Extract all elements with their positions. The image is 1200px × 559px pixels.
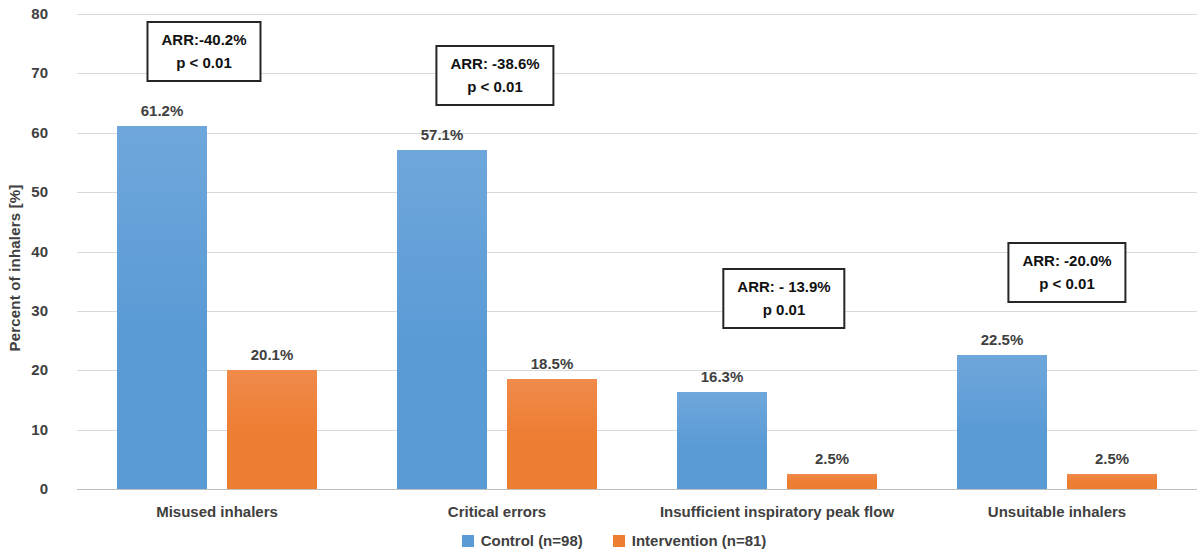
annotation-arr-text: ARR: - 13.9% xyxy=(737,275,830,298)
annotation-p-value-text: p 0.01 xyxy=(737,298,830,321)
bar-slot: 20.1% xyxy=(227,14,317,489)
y-tick-label: 30 xyxy=(4,301,48,321)
bar-intervention xyxy=(787,474,877,489)
y-tick-label: 70 xyxy=(4,63,48,83)
bar-value-label: 20.1% xyxy=(207,346,337,363)
y-tick-label: 0 xyxy=(4,479,48,499)
bar-control xyxy=(397,150,487,489)
bar-group: 61.2%20.1% xyxy=(77,14,357,489)
legend: Control (n=98) Intervention (n=81) xyxy=(14,532,1200,549)
category-label: Misused inhalers xyxy=(77,502,357,522)
bar-value-label: 61.2% xyxy=(97,102,227,119)
bar-value-label: 2.5% xyxy=(1047,450,1177,467)
annotation-arr-text: ARR: -38.6% xyxy=(450,52,539,75)
y-tick-label: 40 xyxy=(4,242,48,262)
bar-intervention xyxy=(1067,474,1157,489)
bar-control xyxy=(957,355,1047,489)
category-label: Critical errors xyxy=(357,502,637,522)
bar-value-label: 16.3% xyxy=(657,368,787,385)
annotation-p-value-text: p < 0.01 xyxy=(161,51,246,74)
y-tick-label: 20 xyxy=(4,360,48,380)
y-tick-label: 50 xyxy=(4,182,48,202)
y-tick-label: 10 xyxy=(4,420,48,440)
bar-value-label: 18.5% xyxy=(487,355,617,372)
legend-item: Intervention (n=81) xyxy=(613,532,767,549)
bar-control xyxy=(677,392,767,489)
bar-group: 16.3%2.5% xyxy=(637,14,917,489)
bar-slot: 2.5% xyxy=(787,14,877,489)
bar-intervention xyxy=(227,370,317,489)
bar-control xyxy=(117,126,207,489)
annotation-arr-text: ARR: -20.0% xyxy=(1022,249,1111,272)
legend-item: Control (n=98) xyxy=(462,532,583,549)
legend-label: Intervention (n=81) xyxy=(632,532,767,549)
category-label: Insufficient inspiratory peak flow xyxy=(637,502,917,522)
legend-label: Control (n=98) xyxy=(481,532,583,549)
bar-chart: Percent of inhalers [%] 61.2%20.1%57.1%1… xyxy=(0,0,1200,559)
bar-slot: 16.3% xyxy=(677,14,767,489)
annotation-box: ARR: -38.6%p < 0.01 xyxy=(435,45,554,106)
category-label: Unsuitable inhalers xyxy=(917,502,1197,522)
bar-slot: 61.2% xyxy=(117,14,207,489)
legend-swatch xyxy=(613,535,625,547)
annotation-p-value-text: p < 0.01 xyxy=(1022,272,1111,295)
bar-value-label: 2.5% xyxy=(767,450,897,467)
bar-value-label: 57.1% xyxy=(377,126,507,143)
bar-intervention xyxy=(507,379,597,489)
y-axis-title: Percent of inhalers [%] xyxy=(6,184,23,351)
y-tick-label: 80 xyxy=(4,4,48,24)
annotation-box: ARR:-40.2%p < 0.01 xyxy=(146,21,261,82)
annotation-box: ARR: - 13.9%p 0.01 xyxy=(722,268,845,329)
annotation-arr-text: ARR:-40.2% xyxy=(161,28,246,51)
annotation-p-value-text: p < 0.01 xyxy=(450,75,539,98)
legend-swatch xyxy=(462,535,474,547)
y-tick-label: 60 xyxy=(4,123,48,143)
bar-value-label: 22.5% xyxy=(937,331,1067,348)
x-axis-line xyxy=(77,489,1197,490)
annotation-box: ARR: -20.0%p < 0.01 xyxy=(1007,242,1126,303)
